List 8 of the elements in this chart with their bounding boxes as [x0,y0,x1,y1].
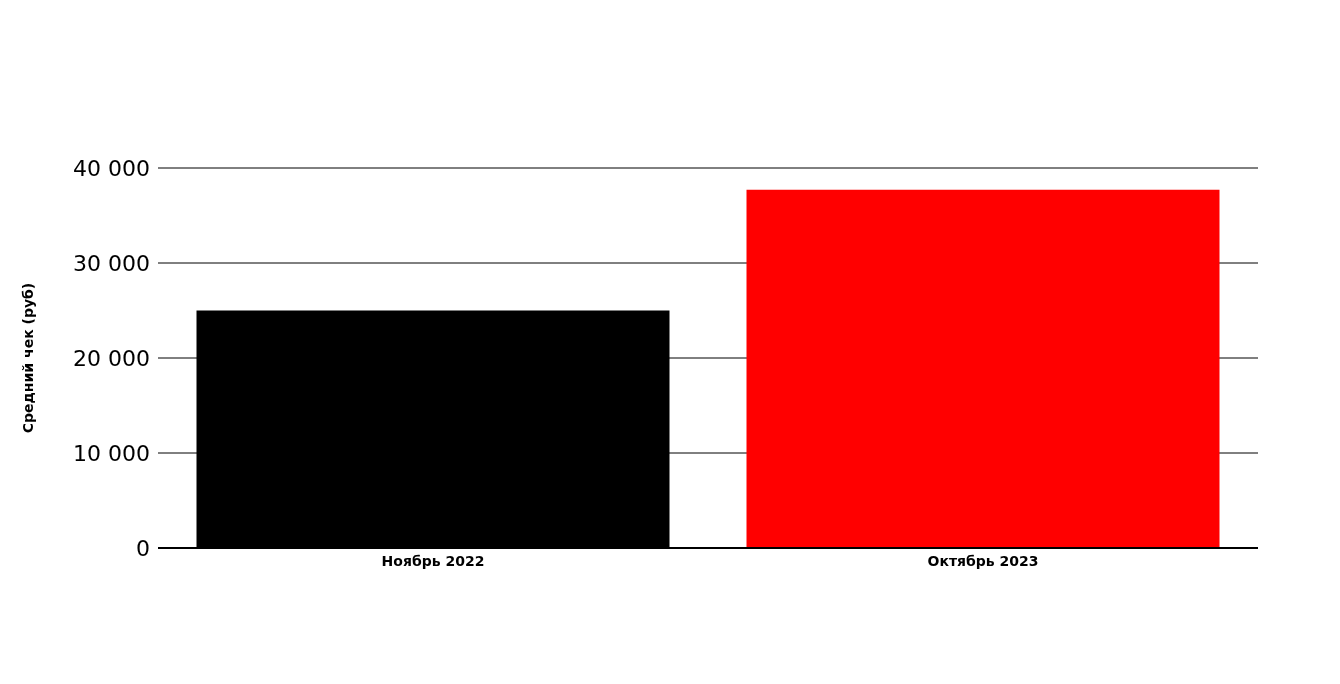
y-axis-title: Средний чек (руб) [19,282,36,434]
x-tick-label: Ноябрь 2022 [381,552,485,569]
y-tick-label: 20 000 [73,345,150,371]
y-tick-label: 0 [136,535,150,561]
y-tick-label: 30 000 [73,250,150,276]
x-tick-label: Октябрь 2023 [927,552,1039,569]
y-tick-label: 10 000 [73,440,150,466]
y-tick-label: 40 000 [73,155,150,181]
